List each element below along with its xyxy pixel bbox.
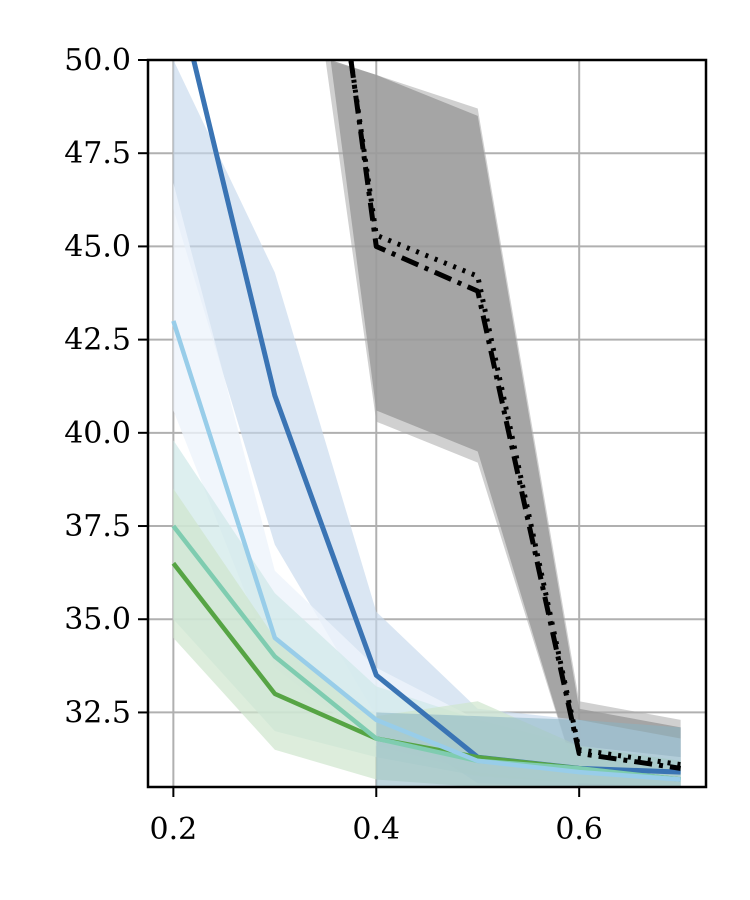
y-tick-label-1: 35.0 bbox=[64, 602, 131, 637]
y-tick-label-7: 50.0 bbox=[64, 43, 131, 78]
series-line-4 bbox=[171, 320, 681, 782]
series-lines bbox=[171, 60, 681, 782]
plot-frame bbox=[146, 58, 708, 789]
y-axis: 32.5 35.0 37.5 40.0 42.5 45.0 47.5 50.0 bbox=[64, 43, 148, 730]
confidence-band-3 bbox=[173, 60, 681, 787]
x-tick-label-2: 0.6 bbox=[555, 812, 603, 847]
x-axis: 0.2 0.4 0.6 bbox=[150, 787, 603, 847]
x-tick-label-0: 0.2 bbox=[150, 812, 198, 847]
y-tick-label-4: 42.5 bbox=[64, 323, 131, 358]
y-tick-label-5: 45.0 bbox=[64, 229, 131, 264]
y-tick-label-6: 47.5 bbox=[64, 136, 131, 171]
y-tick-label-2: 37.5 bbox=[64, 509, 131, 544]
x-tick-label-1: 0.4 bbox=[352, 812, 400, 847]
y-tick-label-3: 40.0 bbox=[64, 416, 131, 451]
series-line-3 bbox=[171, 524, 681, 782]
y-tick-label-0: 32.5 bbox=[64, 695, 131, 730]
series-line-6 bbox=[348, 60, 681, 771]
confidence-band-6 bbox=[173, 488, 681, 787]
